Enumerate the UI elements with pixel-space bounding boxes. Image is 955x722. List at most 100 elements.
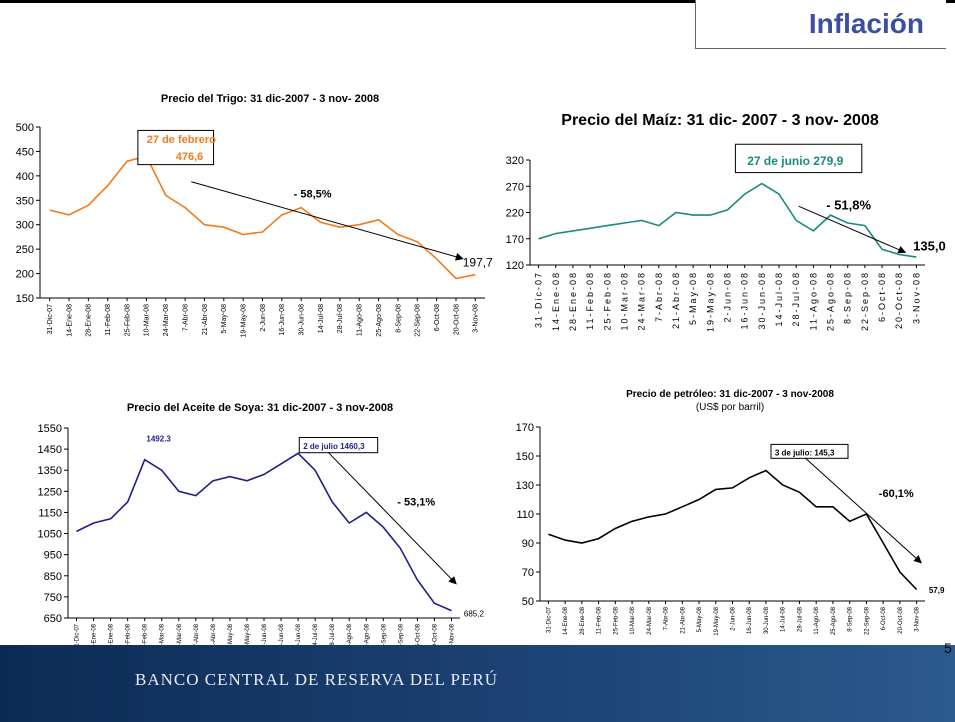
y-tick-label: 400 [16, 171, 34, 183]
x-tick-label: 22-Sep-08 [864, 606, 870, 635]
x-tick-label: 30-Jun-08 [764, 606, 770, 634]
x-tick-label: 31-Dic-07 [534, 271, 544, 328]
x-tick-label: 5-May-08 [688, 271, 698, 325]
annotation-box [734, 143, 863, 174]
x-tick-label: 30-Jun-08 [299, 304, 306, 336]
x-tick-label: 28-Ene-08 [580, 606, 586, 635]
x-tick-label: 25-Ago-08 [364, 623, 370, 645]
y-tick-label: 500 [16, 122, 34, 134]
y-tick-label: 130 [516, 480, 534, 492]
x-tick-label: 30-Jun-08 [296, 623, 302, 645]
footer-text: BANCO CENTRAL DE RESERVA DEL PERÚ [135, 670, 499, 689]
x-tick-label: 6-Oct-08 [877, 271, 887, 322]
chart-subtitle: (US$ por barril) [695, 402, 765, 413]
page-number: 5 [944, 640, 952, 656]
x-tick-label: 28-Jul-08 [337, 304, 344, 333]
x-tick-label: 31-Dic-07 [47, 304, 54, 334]
price-line [538, 182, 917, 258]
x-tick-label: 20-Oct-08 [432, 623, 438, 645]
x-tick-label: 19-May-08 [245, 623, 251, 645]
y-tick-label: 750 [44, 592, 62, 604]
x-tick-label: 16-Jun-08 [747, 606, 753, 634]
y-tick-label: 950 [44, 550, 62, 562]
annotation: -60,1% [879, 488, 914, 500]
x-tick-label: 7-Abr-08 [654, 271, 664, 322]
x-tick-label: 14-Jul-08 [774, 271, 784, 327]
x-tick-label: 3-Nov-08 [473, 304, 480, 333]
x-tick-label: 2-Jun-08 [731, 606, 737, 630]
y-tick-label: 1350 [38, 465, 62, 477]
y-tick-label: 110 [516, 509, 534, 521]
x-tick-label: 14-Jul-08 [318, 304, 325, 333]
x-tick-label: 6-Oct-08 [881, 606, 887, 630]
x-tick-label: 16-Jun-08 [740, 271, 750, 330]
x-tick-label: 28-Ene-08 [86, 304, 93, 337]
x-tick-label: 11-Ago-08 [357, 304, 364, 336]
annotation: 1492.3 [146, 435, 171, 444]
trend-arrow [191, 181, 464, 261]
x-tick-label: 8-Sep-08 [843, 271, 853, 324]
x-tick-label: 22-Sep-08 [415, 304, 422, 337]
price-line [49, 155, 476, 280]
trend-arrow [326, 450, 457, 585]
y-tick-label: 150 [16, 293, 34, 305]
chart: 120 170 220 270 320 31-Dic-07 14-Ene-08 28-Ene-… [506, 143, 946, 332]
x-tick-label: 10-Mar-08 [630, 606, 636, 634]
annotation: 135,0 [913, 239, 946, 254]
x-tick-label: 28-Jul-08 [797, 606, 803, 632]
header-box: Inflación [695, 0, 946, 49]
x-tick-label: 30-Jun-08 [757, 271, 767, 330]
x-tick-label: 14-Jul-08 [781, 606, 787, 632]
x-tick-label: 24-Mar-08 [177, 623, 183, 645]
price-line [76, 452, 452, 612]
annotation: 476,6 [176, 151, 204, 163]
top-rule [0, 0, 955, 3]
x-tick-label: 28-Jul-08 [791, 271, 801, 327]
annotation-box [137, 129, 215, 166]
y-tick-label: 650 [44, 613, 62, 625]
x-tick-label: 31-Dic-07 [75, 623, 81, 645]
x-tick-label: 21-Abr-08 [211, 623, 217, 645]
x-tick-label: 11-Feb-08 [585, 271, 595, 330]
x-tick-label: 5-May-08 [228, 623, 234, 645]
x-tick-label: 25-Feb-08 [613, 606, 619, 634]
x-tick-label: 10-Mar-08 [144, 304, 151, 336]
chart: 150 200 250 300 350 400 450 500 31-Dic-07 14-Ene-… [16, 122, 493, 337]
x-tick-label: 3-Nov-08 [449, 623, 455, 645]
y-tick-label: 270 [506, 181, 524, 193]
annotation: 685,2 [464, 609, 485, 618]
y-tick-label: 90 [522, 538, 534, 550]
x-tick-label: 21-Abr-08 [671, 271, 681, 329]
x-tick-label: 22-Sep-08 [860, 271, 870, 331]
annotation-box [770, 443, 849, 459]
y-tick-label: 170 [506, 234, 524, 246]
y-tick-label: 300 [16, 220, 34, 232]
x-tick-label: 8-Sep-08 [848, 606, 854, 631]
x-tick-label: 14-Ene-08 [551, 271, 561, 331]
x-tick-label: 7-Abr-08 [182, 304, 189, 331]
x-tick-label: 14-Ene-08 [66, 304, 73, 337]
x-tick-label: 25-Feb-08 [124, 304, 131, 336]
annotation: - 51,8% [826, 198, 871, 213]
x-tick-label: 10-Mar-08 [619, 271, 629, 331]
y-tick-label: 150 [516, 451, 534, 463]
x-tick-label: 7-Abr-08 [664, 606, 670, 630]
y-tick-label: 50 [522, 596, 534, 608]
annotation: - 53,1% [397, 497, 435, 509]
x-tick-label: 20-Oct-08 [894, 271, 904, 329]
x-tick-label: 14-Jul-08 [313, 623, 319, 645]
x-tick-label: 19-May-08 [240, 304, 247, 338]
x-tick-label: 11-Ago-08 [814, 606, 820, 634]
chart-title: Precio del Trigo: 31 dic-2007 - 3 nov- 2… [160, 93, 380, 105]
y-tick-label: 320 [506, 155, 524, 167]
y-tick-label: 1550 [38, 423, 62, 435]
trend-arrow [798, 205, 907, 254]
x-tick-label: 8-Sep-08 [381, 623, 387, 645]
x-tick-label: 16-Jun-08 [279, 304, 286, 336]
y-tick-label: 1050 [38, 529, 62, 541]
chart: 650 750 850 950 1050 1150 1250 1350 1450 1550 31-D… [38, 423, 485, 645]
annotation: 2 de julio 1460,3 [303, 442, 365, 451]
charts: 150 200 250 300 350 400 450 500 31-Dic-07 14-Ene-… [16, 122, 946, 645]
annotation: 197,7 [463, 255, 493, 269]
